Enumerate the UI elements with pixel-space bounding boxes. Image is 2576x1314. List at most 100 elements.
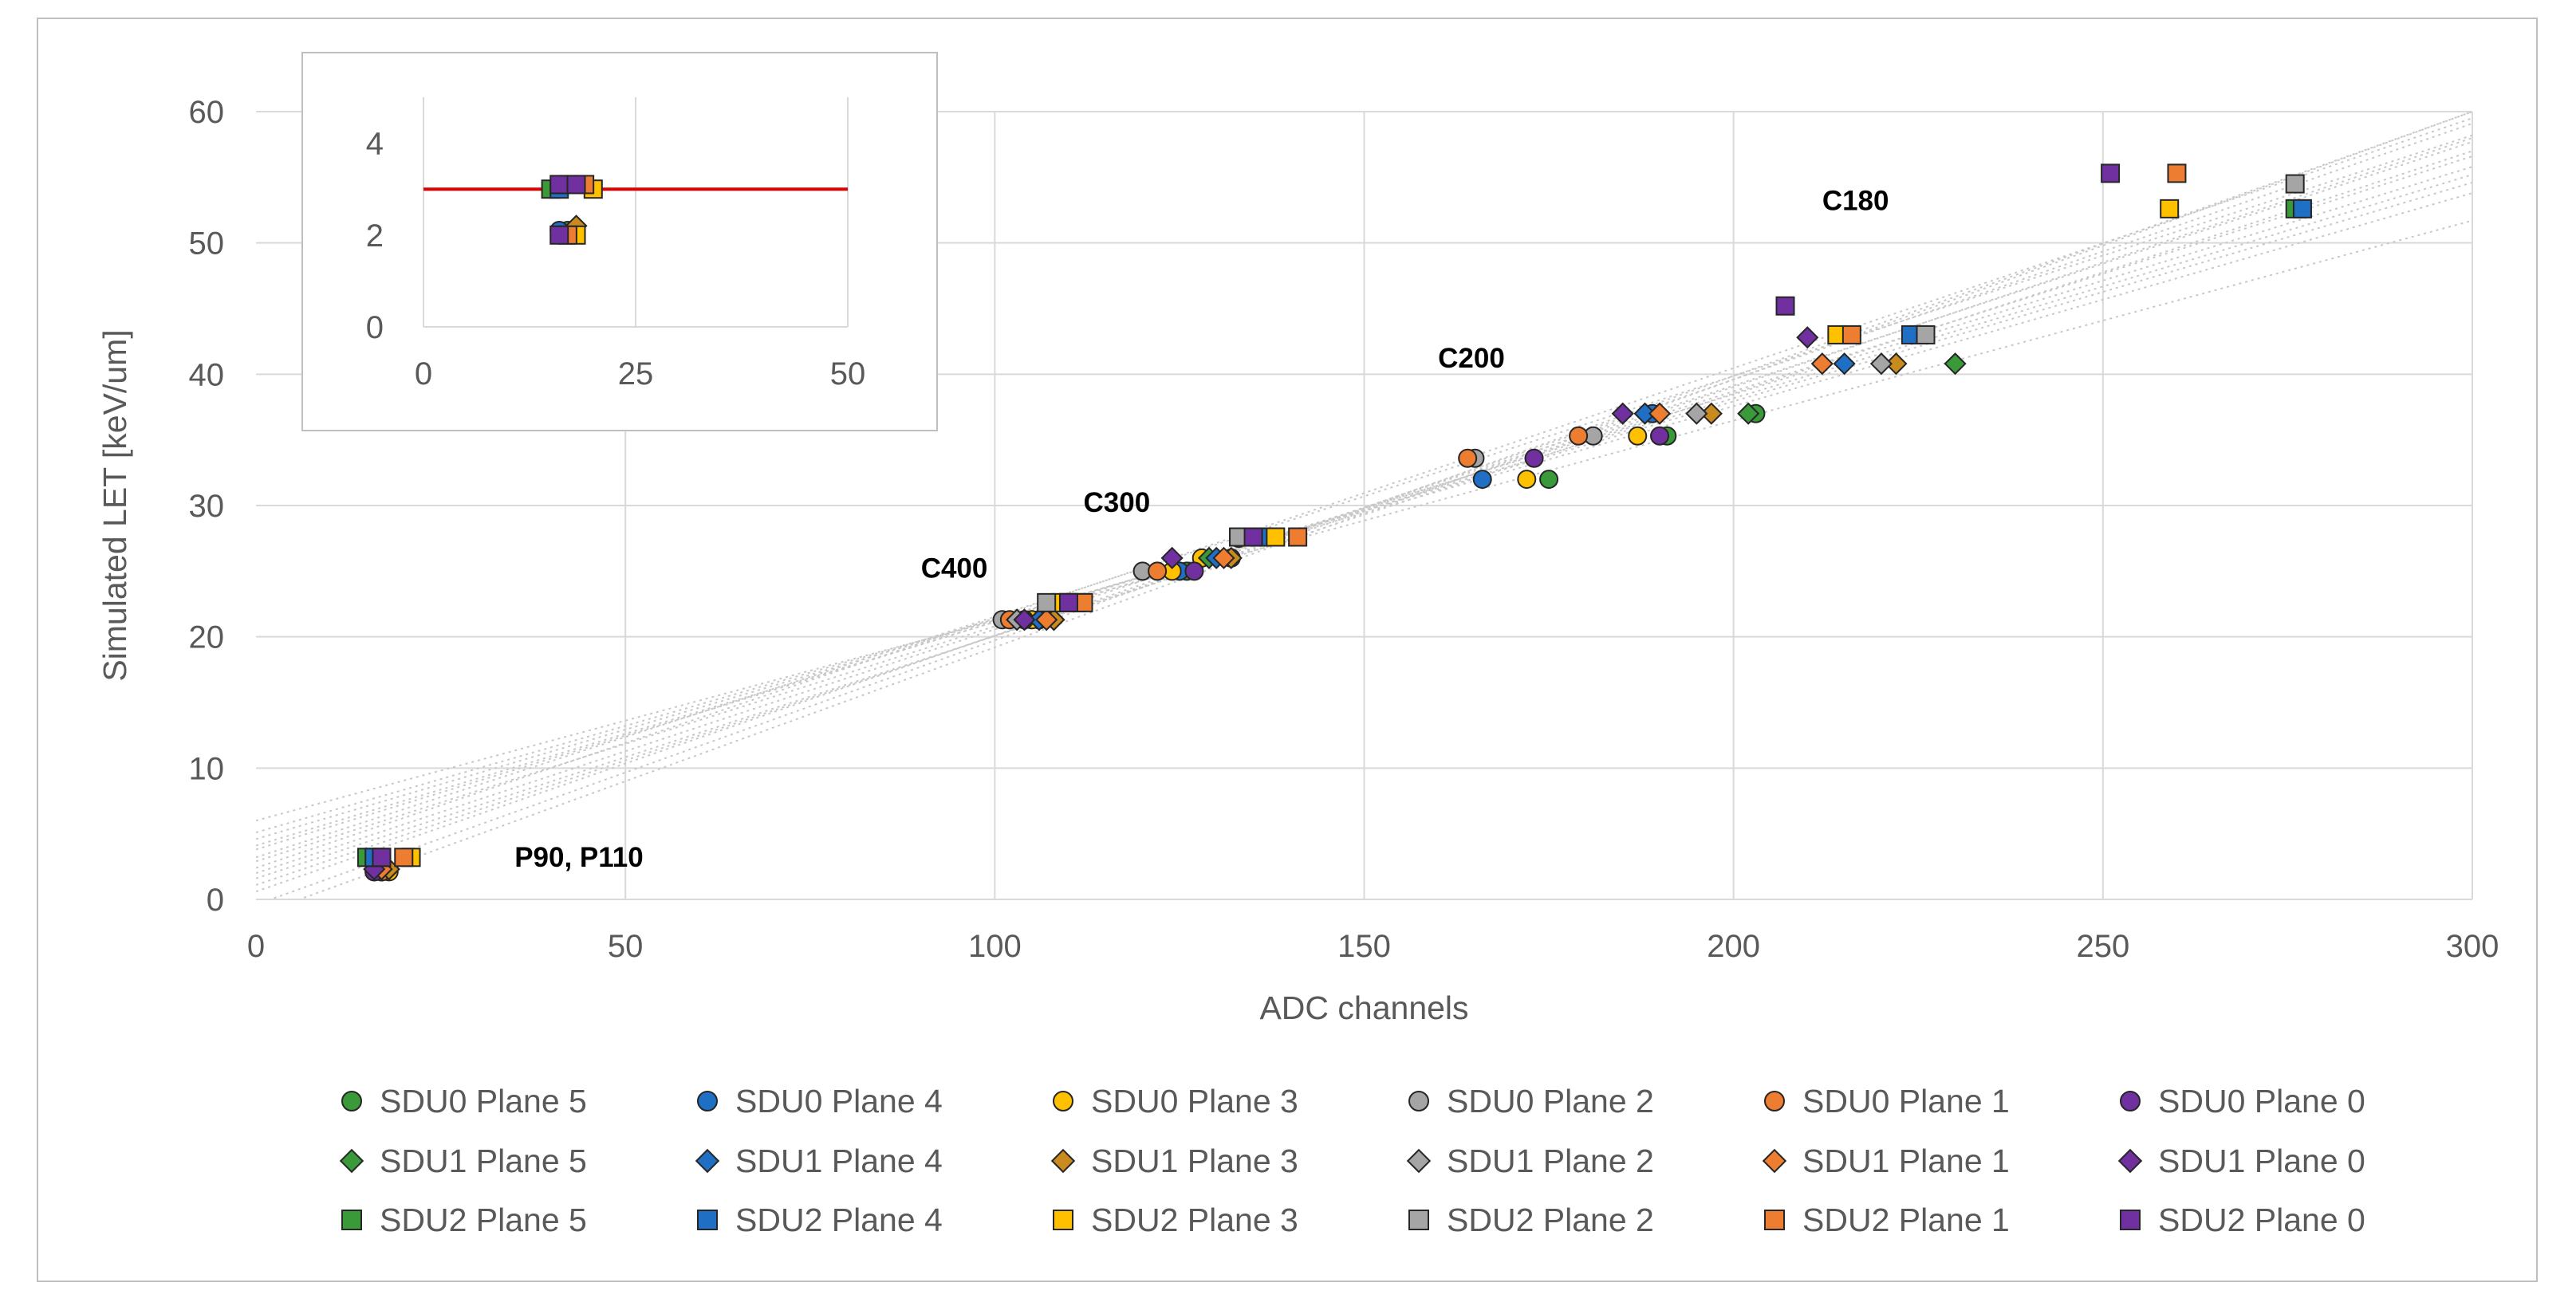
inset-y-tick-label: 2 (366, 218, 384, 254)
legend-marker (2117, 1148, 2143, 1174)
point-sdu0-plane-0 (1184, 561, 1204, 581)
point-sdu2-plane-1 (394, 848, 414, 867)
legend-marker (1408, 1091, 1429, 1111)
point-sdu0-plane-5 (1539, 470, 1559, 490)
legend-label: SDU1 Plane 4 (735, 1143, 943, 1179)
inset-x-tick-label: 25 (618, 356, 654, 391)
legend-marker (1764, 1210, 1785, 1230)
point-sdu2-plane-0 (372, 848, 392, 867)
point-sdu0-plane-0 (1650, 426, 1670, 446)
legend-label: SDU2 Plane 0 (2158, 1202, 2365, 1238)
annotation-label: C200 (1438, 343, 1505, 374)
x-tick-label: 200 (1707, 929, 1760, 964)
inset-point (549, 175, 569, 195)
x-tick-label: 150 (1337, 929, 1391, 964)
point-sdu2-plane-1 (1841, 325, 1861, 344)
legend-label: SDU2 Plane 1 (1802, 1202, 2010, 1238)
x-tick-label: 300 (2446, 929, 2499, 964)
point-sdu1-plane-0 (1160, 546, 1184, 569)
annotation-label: C400 (921, 553, 988, 584)
point-sdu0-plane-0 (1524, 448, 1544, 468)
point-sdu2-plane-3 (2160, 199, 2180, 218)
x-tick-label: 0 (247, 929, 265, 964)
annotation-label: C180 (1822, 186, 1889, 217)
point-sdu0-plane-1 (1569, 426, 1589, 446)
legend-marker (2120, 1210, 2141, 1230)
legend-label: SDU1 Plane 1 (1802, 1143, 2010, 1179)
legend-marker (1764, 1091, 1785, 1111)
point-sdu0-plane-1 (1458, 448, 1478, 468)
point-sdu1-plane-3 (1700, 402, 1723, 425)
legend-marker (341, 1091, 362, 1111)
legend-label: SDU2 Plane 2 (1447, 1202, 1654, 1238)
point-sdu2-plane-0 (1775, 296, 1795, 316)
legend-label: SDU2 Plane 5 (380, 1202, 587, 1238)
point-sdu2-plane-4 (2292, 199, 2312, 218)
trend-line (256, 136, 2472, 886)
point-sdu1-plane-0 (1796, 326, 1819, 349)
point-sdu1-plane-0 (1611, 402, 1634, 425)
point-sdu1-plane-1 (1810, 352, 1834, 376)
inset-point (566, 175, 586, 195)
inset-y-tick-label: 4 (366, 127, 384, 162)
legend-label: SDU0 Plane 4 (735, 1083, 943, 1119)
y-axis-title: Simulated LET [keV/um] (97, 329, 133, 681)
legend-label: SDU2 Plane 3 (1091, 1202, 1298, 1238)
point-sdu2-plane-2 (1916, 325, 1936, 344)
legend-marker (697, 1091, 718, 1111)
legend-label: SDU0 Plane 3 (1091, 1083, 1298, 1119)
legend-label: SDU0 Plane 0 (2158, 1083, 2365, 1119)
y-tick-label: 50 (189, 226, 225, 262)
legend-marker (339, 1148, 364, 1174)
y-tick-label: 10 (189, 751, 225, 786)
y-tick-label: 60 (189, 95, 225, 130)
point-sdu1-plane-4 (1633, 402, 1656, 425)
legend-label: SDU0 Plane 2 (1447, 1083, 1654, 1119)
point-sdu1-plane-1 (1212, 546, 1235, 569)
point-sdu2-plane-2 (1037, 592, 1057, 612)
y-tick-label: 30 (189, 489, 225, 524)
annotation-label: P90, P110 (514, 842, 644, 873)
point-sdu0-plane-4 (1472, 470, 1492, 490)
trend-line (256, 192, 2472, 833)
legend-label: SDU2 Plane 4 (735, 1202, 943, 1238)
point-sdu2-plane-0 (2101, 163, 2121, 183)
inset-frame (301, 52, 938, 431)
point-sdu1-plane-3 (1885, 352, 1908, 376)
legend-marker (2120, 1091, 2141, 1111)
point-sdu1-plane-4 (1833, 352, 1856, 376)
legend-label: SDU0 Plane 5 (380, 1083, 587, 1119)
point-sdu1-plane-1 (1035, 608, 1058, 631)
point-sdu0-plane-3 (1517, 470, 1537, 490)
point-sdu2-plane-1 (1288, 527, 1308, 547)
legend-label: SDU1 Plane 0 (2158, 1143, 2365, 1179)
point-sdu0-plane-1 (1148, 561, 1168, 581)
legend-marker (1406, 1148, 1432, 1174)
x-tick-label: 50 (608, 929, 644, 964)
x-axis-title: ADC channels (1259, 989, 1468, 1026)
point-sdu2-plane-3 (1266, 527, 1286, 547)
legend-label: SDU1 Plane 2 (1447, 1143, 1654, 1179)
point-sdu1-plane-1 (1648, 402, 1672, 425)
inset-x-tick-label: 50 (830, 356, 866, 391)
legend-marker (341, 1210, 362, 1230)
point-sdu2-plane-0 (1058, 592, 1078, 612)
point-sdu1-plane-0 (1013, 608, 1036, 631)
y-tick-label: 20 (189, 620, 225, 655)
point-sdu2-plane-1 (2167, 163, 2187, 183)
x-tick-label: 250 (2076, 929, 2129, 964)
legend-label: SDU1 Plane 3 (1091, 1143, 1298, 1179)
legend-marker (1053, 1091, 1073, 1111)
y-tick-label: 40 (189, 357, 225, 392)
legend-marker (697, 1210, 718, 1230)
point-sdu2-plane-0 (1243, 527, 1263, 547)
legend-label: SDU1 Plane 5 (380, 1143, 587, 1179)
legend-marker (1053, 1210, 1073, 1230)
legend-marker (1408, 1210, 1429, 1230)
legend-marker (695, 1148, 720, 1174)
point-sdu1-plane-2 (1869, 352, 1893, 376)
point-sdu1-plane-5 (1737, 402, 1760, 425)
point-sdu0-plane-3 (1628, 426, 1648, 446)
trend-line (256, 155, 2472, 863)
